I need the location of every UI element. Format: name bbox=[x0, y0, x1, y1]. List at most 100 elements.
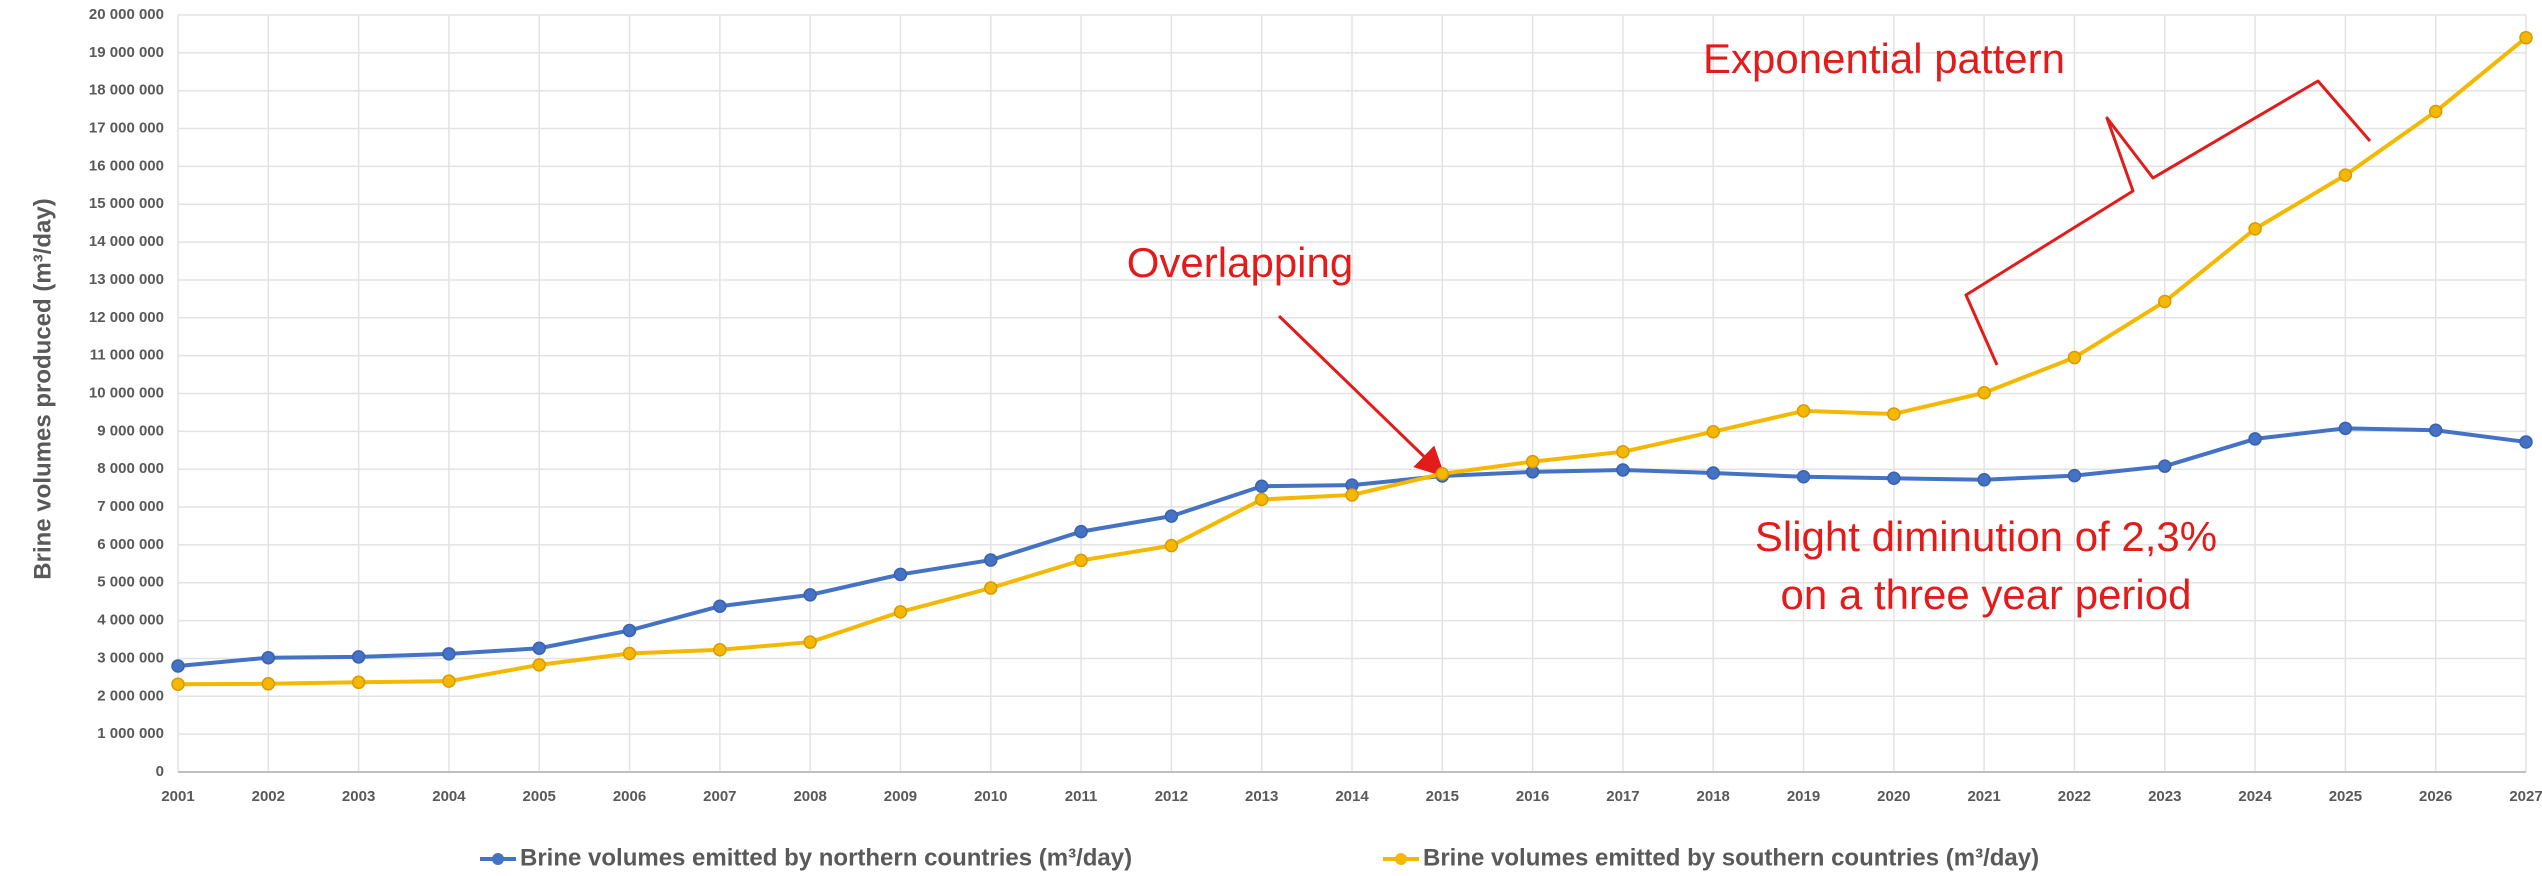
y-tick-label: 20 000 000 bbox=[89, 6, 164, 23]
data-point bbox=[713, 599, 727, 613]
x-tick-label: 2021 bbox=[1967, 788, 2000, 805]
x-tick-label: 2018 bbox=[1697, 788, 1730, 805]
data-point bbox=[2338, 421, 2353, 436]
data-point bbox=[1796, 404, 1811, 418]
x-tick-label: 2006 bbox=[613, 788, 646, 805]
data-point bbox=[622, 646, 637, 661]
data-point bbox=[171, 659, 185, 673]
data-point bbox=[803, 635, 817, 649]
y-tick-label: 11 000 000 bbox=[90, 347, 164, 364]
data-point bbox=[2248, 432, 2262, 446]
annotation: on a three year period bbox=[1781, 571, 2192, 618]
x-tick-label: 2003 bbox=[342, 788, 375, 805]
x-tick-label: 2020 bbox=[1877, 788, 1910, 805]
data-point bbox=[1887, 407, 1901, 421]
y-tick-label: 10 000 000 bbox=[89, 384, 164, 401]
x-tick-label: 2010 bbox=[974, 788, 1007, 805]
x-tick-label: 2024 bbox=[2238, 788, 2272, 805]
data-point bbox=[2428, 104, 2443, 119]
data-point bbox=[351, 650, 366, 664]
legend-label: Brine volumes emitted by southern countr… bbox=[1423, 844, 2039, 871]
data-point bbox=[1706, 466, 1720, 480]
y-tick-label: 5 000 000 bbox=[97, 574, 164, 591]
bracket bbox=[1964, 79, 2372, 366]
y-tick-label: 13 000 000 bbox=[89, 271, 164, 288]
data-point bbox=[261, 677, 276, 691]
x-tick-label: 2013 bbox=[1245, 788, 1278, 805]
grid: 0 1 000 000 2 000 000 3 000 000 4 000 000 5 0… bbox=[89, 6, 2542, 805]
data-point bbox=[1977, 473, 1991, 487]
data-point bbox=[1164, 509, 1179, 523]
legend-marker bbox=[492, 853, 504, 865]
y-tick-label: 15 000 000 bbox=[89, 195, 164, 212]
x-tick-label: 2002 bbox=[252, 788, 285, 805]
y-tick-label: 3 000 000 bbox=[97, 649, 164, 666]
y-tick-label: 9 000 000 bbox=[97, 422, 164, 439]
data-point bbox=[2338, 168, 2353, 182]
data-point bbox=[1977, 385, 1991, 400]
x-tick-label: 2011 bbox=[1065, 788, 1098, 805]
data-point bbox=[1616, 463, 1630, 477]
data-point bbox=[1616, 445, 1630, 459]
x-tick-label: 2026 bbox=[2419, 788, 2452, 805]
x-tick-label: 2016 bbox=[1516, 788, 1549, 805]
data-point bbox=[1164, 538, 1179, 553]
data-point bbox=[532, 641, 546, 655]
data-point bbox=[984, 553, 998, 567]
data-point bbox=[1074, 553, 1088, 568]
x-tick-label: 2009 bbox=[884, 788, 917, 805]
data-point bbox=[1525, 454, 1540, 469]
data-point bbox=[803, 588, 817, 602]
y-tick-label: 8 000 000 bbox=[97, 460, 164, 477]
legend-marker bbox=[1395, 853, 1407, 865]
y-tick-label: 2 000 000 bbox=[97, 687, 164, 704]
y-tick-label: 14 000 000 bbox=[89, 233, 164, 250]
data-point bbox=[442, 647, 456, 661]
y-tick-label: 0 bbox=[156, 763, 164, 780]
data-point bbox=[2519, 30, 2533, 45]
y-tick-label: 7 000 000 bbox=[97, 498, 164, 515]
data-point bbox=[2519, 435, 2533, 449]
x-tick-label: 2027 bbox=[2509, 788, 2542, 805]
x-tick-label: 2012 bbox=[1155, 788, 1188, 805]
data-point bbox=[1887, 471, 1901, 486]
x-tick-label: 2001 bbox=[161, 788, 194, 805]
data-point bbox=[351, 675, 366, 690]
data-point bbox=[984, 581, 998, 595]
data-point bbox=[261, 650, 276, 665]
y-tick-label: 17 000 000 bbox=[89, 120, 164, 137]
data-point bbox=[442, 674, 456, 688]
data-point bbox=[2067, 468, 2082, 483]
data-point bbox=[2248, 222, 2262, 236]
x-tick-label: 2004 bbox=[432, 788, 466, 805]
x-tick-label: 2008 bbox=[793, 788, 826, 805]
data-point bbox=[2158, 294, 2172, 309]
data-point bbox=[622, 623, 637, 638]
x-tick-label: 2019 bbox=[1787, 788, 1820, 805]
data-point bbox=[1345, 488, 1359, 502]
legend-label: Brine volumes emitted by northern countr… bbox=[520, 844, 1132, 871]
annotation: Overlapping bbox=[1127, 239, 1353, 286]
x-tick-label: 2022 bbox=[2058, 788, 2091, 805]
data-point bbox=[2067, 350, 2082, 365]
data-point bbox=[1796, 470, 1811, 484]
x-tick-label: 2023 bbox=[2148, 788, 2181, 805]
y-tick-label: 16 000 000 bbox=[89, 157, 164, 174]
y-tick-label: 12 000 000 bbox=[89, 309, 164, 326]
data-point bbox=[1254, 479, 1269, 493]
data-point bbox=[2428, 423, 2443, 437]
x-tick-label: 2007 bbox=[703, 788, 736, 805]
x-tick-label: 2015 bbox=[1426, 788, 1459, 805]
y-tick-label: 18 000 000 bbox=[89, 82, 164, 99]
y-tick-label: 1 000 000 bbox=[97, 725, 164, 742]
data-point bbox=[1074, 524, 1088, 539]
x-tick-label: 2014 bbox=[1335, 788, 1369, 805]
data-point bbox=[171, 677, 185, 691]
data-point bbox=[893, 567, 908, 582]
annotation: Slight diminution of 2,3% bbox=[1755, 513, 2217, 560]
data-point bbox=[1706, 424, 1720, 439]
data-point bbox=[713, 642, 727, 657]
arrow bbox=[1277, 314, 1446, 478]
annotation: Exponential pattern bbox=[1703, 35, 2065, 82]
